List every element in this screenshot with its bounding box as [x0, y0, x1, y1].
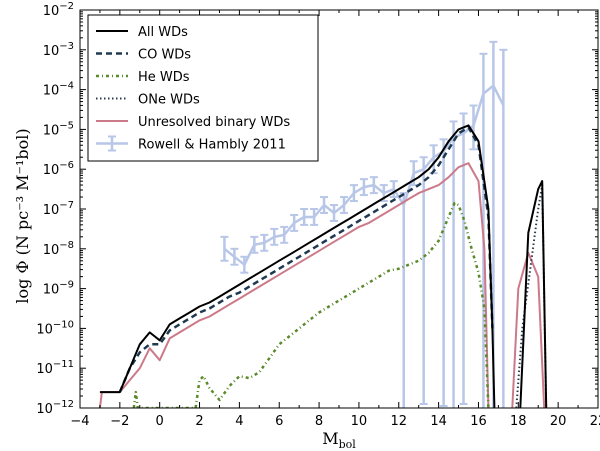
- legend-label: ONe WDs: [138, 93, 200, 108]
- x-tick-label: 4: [235, 414, 243, 429]
- legend-item-all: All WDs: [96, 25, 188, 40]
- y-tick-label: 10−5: [43, 120, 74, 138]
- y-tick-label: 10−7: [43, 200, 74, 218]
- legend-item-bin: Unresolved binary WDs: [96, 115, 290, 130]
- series-line-he: [132, 201, 490, 408]
- x-axis-label: Mbol: [322, 429, 356, 451]
- y-tick-label: 10−3: [43, 41, 74, 59]
- series-line-co: [118, 126, 494, 393]
- y-axis-label: log Φ (N pc⁻³ M⁻¹bol): [13, 128, 32, 303]
- legend-item-co: CO WDs: [96, 48, 191, 63]
- x-tick-label: 12: [390, 414, 407, 429]
- x-tick-label: 14: [430, 414, 447, 429]
- x-tick-label: 2: [195, 414, 203, 429]
- x-tick-label: −4: [70, 414, 89, 429]
- x-tick-label: 8: [315, 414, 323, 429]
- legend-box: [87, 14, 319, 162]
- x-tick-label: 16: [470, 414, 487, 429]
- series-line-bin: [98, 162, 490, 408]
- y-tick-label: 10−12: [36, 399, 74, 417]
- axes-layer: −4 −2 0 2 4 6 8 10 12 14 16 18 20 22 10−12 10−11 10−10 10…: [36, 1, 600, 429]
- y-tick-label: 10−4: [43, 81, 74, 99]
- legend-item-one: ONe WDs: [96, 93, 200, 108]
- x-tick-label: 0: [156, 414, 164, 429]
- x-tick-label: 6: [275, 414, 283, 429]
- series-line-all: [99, 124, 496, 408]
- series-line-all2: [519, 180, 548, 408]
- legend-label: He WDs: [138, 70, 190, 85]
- x-tick-label: 22: [590, 414, 600, 429]
- legend-item-he: He WDs: [96, 70, 190, 85]
- legend-label: All WDs: [138, 25, 188, 40]
- x-tick-label: 20: [550, 414, 567, 429]
- x-tick-label: 18: [510, 414, 527, 429]
- y-tick-label: 10−11: [36, 359, 74, 377]
- y-tick-label: 10−10: [36, 319, 74, 337]
- y-tick-label: 10−2: [43, 1, 74, 19]
- legend-label: Rowell & Hambly 2011: [138, 138, 286, 153]
- legend-item-obs: Rowell & Hambly 2011: [96, 135, 286, 153]
- y-tick-label: 10−9: [43, 280, 74, 298]
- x-tick-label: 10: [351, 414, 368, 429]
- y-tick-label: 10−8: [43, 240, 74, 258]
- legend-label: CO WDs: [138, 48, 191, 63]
- y-tick-label: 10−6: [43, 160, 74, 178]
- x-tick-label: −2: [110, 414, 129, 429]
- legend: All WDs CO WDs He WDs ONe WDs Unresolved bin…: [87, 14, 319, 162]
- series-layer: [98, 40, 548, 408]
- legend-label: Unresolved binary WDs: [138, 115, 290, 130]
